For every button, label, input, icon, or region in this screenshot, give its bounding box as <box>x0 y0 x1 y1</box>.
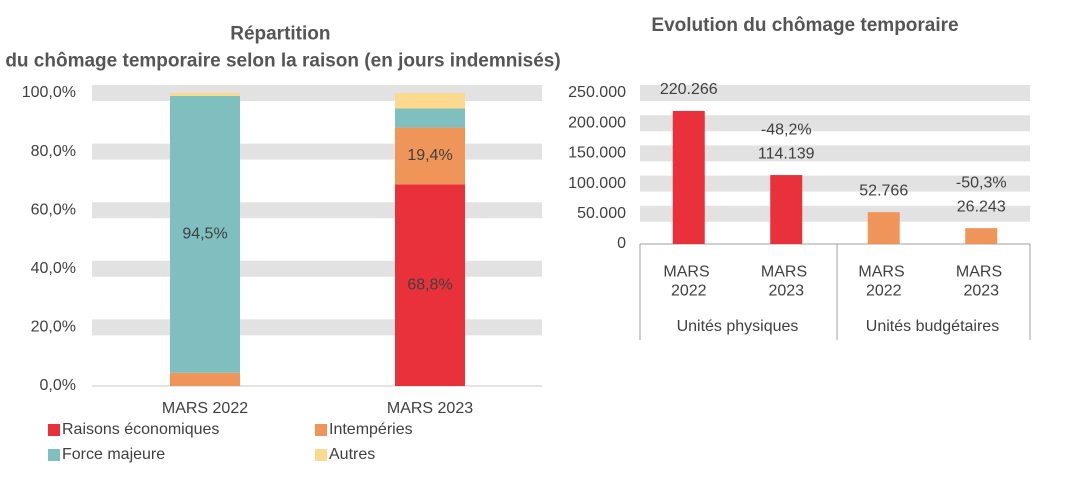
y-tick-label: 80,0% <box>31 143 76 160</box>
x-tick-label: MARS 2023 <box>956 264 1007 300</box>
legend-label: Force majeure <box>62 446 165 463</box>
bar <box>770 175 803 244</box>
data-label: 19,4% <box>407 147 452 164</box>
bar-segment <box>395 93 465 109</box>
bar-segment <box>170 95 240 373</box>
legend-label: Intempéries <box>329 421 413 438</box>
legend-swatch <box>48 424 60 436</box>
chart-title: Evolution du chômage temporaire <box>651 15 958 36</box>
x-tick-label: MARS 2023 <box>387 400 473 417</box>
y-tick-label: 150.000 <box>568 145 626 162</box>
y-tick-label: 20,0% <box>31 319 76 336</box>
y-tick-label: 250.000 <box>568 84 626 101</box>
x-tick-label: MARS 2023 <box>761 264 812 300</box>
group-label: Unités budgétaires <box>866 318 999 335</box>
data-label: 68,8% <box>407 276 452 293</box>
group-label: Unités physiques <box>677 318 799 335</box>
data-label: 52.766 <box>859 182 908 199</box>
bar <box>965 228 998 244</box>
y-tick-label: 100,0% <box>22 84 76 101</box>
legend-swatch <box>315 449 327 461</box>
y-tick-label: 60,0% <box>31 201 76 218</box>
y-tick-label: 40,0% <box>31 260 76 277</box>
y-tick-label: 0 <box>617 235 626 252</box>
x-tick-label: MARS 2022 <box>663 264 714 300</box>
data-label: 220.266 <box>660 81 718 98</box>
legend-swatch <box>48 449 60 461</box>
data-label: 94,5% <box>182 226 227 243</box>
bar-segment <box>170 372 240 386</box>
legend-swatch <box>315 424 327 436</box>
y-tick-label: 50.000 <box>577 205 626 222</box>
bar <box>867 212 900 244</box>
x-tick-label: MARS 2022 <box>162 400 248 417</box>
chart-title: Répartition du chômage temporaire selon … <box>5 24 560 72</box>
bar <box>672 110 705 244</box>
bar-segment <box>395 108 465 128</box>
data-label: 26.243 <box>957 198 1006 215</box>
legend-label: Autres <box>329 446 375 463</box>
legend-label: Raisons économiques <box>62 421 219 438</box>
y-tick-label: 200.000 <box>568 114 626 131</box>
bar-segment <box>395 184 465 386</box>
annotation: -48,2% <box>761 121 812 138</box>
bar-segment <box>395 127 465 185</box>
x-tick-label: MARS 2022 <box>858 264 909 300</box>
y-tick-label: 100.000 <box>568 175 626 192</box>
annotation: -50,3% <box>956 174 1007 191</box>
data-label: 114.139 <box>758 145 815 162</box>
bar-segment <box>170 93 240 96</box>
y-tick-label: 0,0% <box>40 377 76 394</box>
